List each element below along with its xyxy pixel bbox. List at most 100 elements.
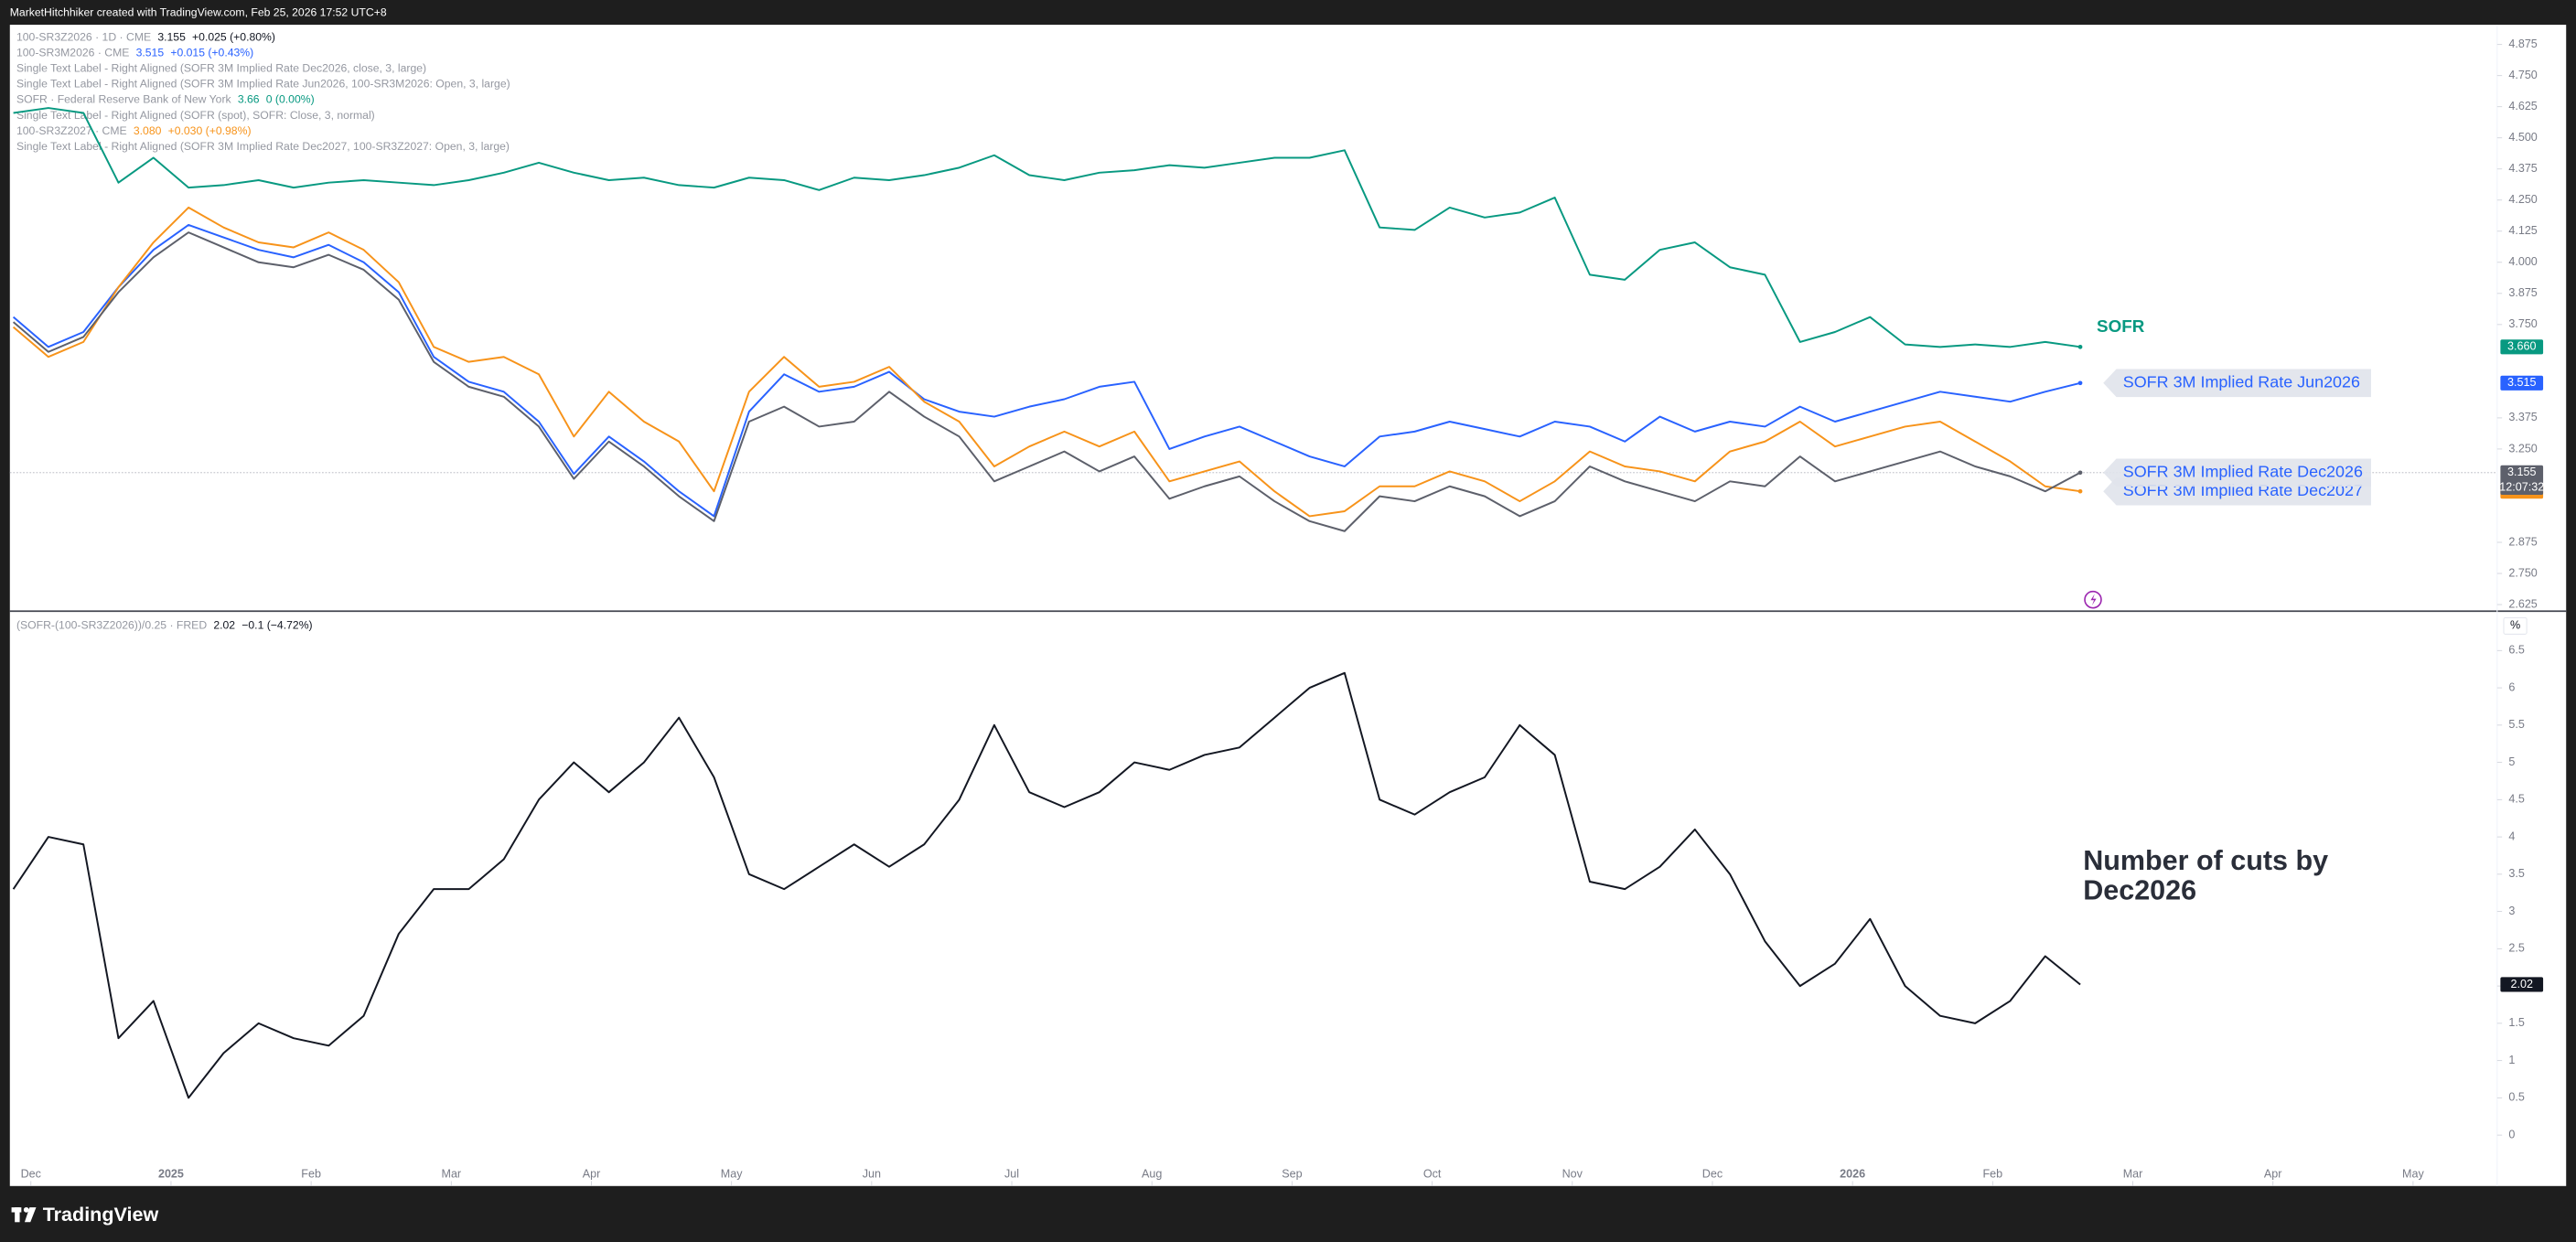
chart-area [9, 25, 2567, 1186]
x-tick-label: Mar [441, 1168, 461, 1181]
price-tag [2500, 375, 2544, 391]
price-tag [2500, 465, 2544, 496]
x-tick-label: Feb [1983, 1168, 2003, 1181]
y-tick-label: 3.750 [2508, 317, 2537, 330]
y-tick-label: 4.000 [2508, 255, 2537, 268]
legend-text: Single Text Label - Right Aligned (SOFR … [16, 109, 375, 122]
y-tick-label: 5 [2508, 755, 2515, 768]
y-tick-label: 4.250 [2508, 193, 2537, 206]
tv-logo [11, 1206, 37, 1223]
legend-change: 0 (0.00%) [266, 93, 315, 106]
last-point [2077, 344, 2083, 349]
x-tick-label: Dec [21, 1168, 41, 1181]
alert-icon[interactable] [2084, 590, 2102, 609]
x-tick-label: Apr [583, 1168, 601, 1181]
unit-label: % [2510, 619, 2520, 632]
y-tick-label: 4.375 [2508, 162, 2537, 175]
logo-part [24, 1207, 37, 1223]
y-tick-label: 4 [2508, 830, 2515, 842]
y-tick-label: 2.625 [2508, 597, 2537, 610]
x-tick-label: Feb [301, 1168, 321, 1181]
last-point [2077, 488, 2083, 494]
y-tick-label: 3.250 [2508, 442, 2537, 455]
legend-line: 100-SR3M2026 · CME 3.515 +0.015 (+0.43%) [16, 47, 253, 59]
last-point [2077, 380, 2083, 386]
legend-line: 100-SR3Z2027 · CME 3.080 +0.030 (+0.98%) [16, 124, 252, 137]
legend-line: (SOFR-(100-SR3Z2026))/0.25 · FRED 2.02 −0.… [16, 619, 313, 632]
y-tick-label: 3.375 [2508, 411, 2537, 423]
x-tick-label: 2026 [1840, 1168, 1865, 1181]
price-tag-label: 2.02 [2511, 978, 2533, 990]
legend-line: 100-SR3Z2026 · 1D · CME 3.155 +0.025 (+0.8… [16, 31, 275, 44]
series-label-box [2103, 458, 2371, 487]
y-tick-label: 2.5 [2508, 942, 2524, 955]
legend-text: 100-SR3M2026 · CME [16, 47, 129, 59]
legend-text: SOFR · Federal Reserve Bank of New York [16, 93, 232, 106]
y-tick-label: 3.875 [2508, 286, 2537, 299]
price-tag [2500, 339, 2544, 355]
price-tag [2500, 977, 2544, 992]
alert-icon-bolt [2090, 594, 2097, 605]
x-tick-label: May [2402, 1168, 2424, 1181]
price-tag-label: 3.155 [2507, 466, 2536, 478]
x-tick-label: Dec [1702, 1168, 1723, 1181]
legend-text: (SOFR-(100-SR3Z2026))/0.25 · FRED [16, 619, 207, 632]
y-tick-label: 5.5 [2508, 718, 2524, 731]
legend-line: SOFR · Federal Reserve Bank of New York 3… [16, 93, 315, 106]
series-label-box [2103, 369, 2371, 398]
brand: TradingView [43, 1203, 159, 1226]
legend-text: 100-SR3Z2026 · 1D · CME [16, 31, 151, 44]
x-tick-label: 2025 [158, 1168, 184, 1181]
y-tick-label: 2.875 [2508, 535, 2537, 548]
legend-line: Single Text Label - Right Aligned (SOFR … [16, 78, 510, 91]
series-line [12, 231, 2081, 532]
y-tick-label: 4.875 [2508, 37, 2537, 50]
x-tick-label: Jun [863, 1168, 881, 1181]
y-tick-label: 4.5 [2508, 793, 2524, 806]
countdown: 12:07:32 [2499, 480, 2544, 493]
series-label: SOFR 3M Implied Rate Dec2026 [2123, 463, 2363, 481]
y-tick-label: 1.5 [2508, 1016, 2524, 1029]
legend-line: Single Text Label - Right Aligned (SOFR … [16, 140, 510, 153]
series-label: SOFR [2097, 316, 2145, 336]
unit-box [2503, 616, 2528, 635]
price-tag-label: 3.660 [2507, 340, 2536, 353]
y-tick-label: 0 [2508, 1128, 2515, 1140]
y-tick-label: 4.750 [2508, 69, 2537, 81]
series-label: SOFR 3M Implied Rate Jun2026 [2123, 373, 2360, 391]
y-tick-label: 6 [2508, 680, 2515, 693]
y-tick-label: 1 [2508, 1054, 2515, 1066]
x-tick-label: Apr [2264, 1168, 2282, 1181]
y-tick-label: 6.5 [2508, 644, 2524, 657]
legend-value: 3.66 [238, 93, 260, 106]
legend-change: +0.015 (+0.43%) [170, 47, 253, 59]
x-tick-label: Nov [1562, 1168, 1583, 1181]
legend-change: −0.1 (−4.72%) [242, 619, 312, 632]
x-tick-label: Jul [1004, 1168, 1019, 1181]
legend-text: 100-SR3Z2027 · CME [16, 124, 127, 137]
legend-text: Single Text Label - Right Aligned (SOFR … [16, 78, 510, 91]
x-tick-label: Mar [2123, 1168, 2143, 1181]
y-tick-label: 3 [2508, 905, 2515, 917]
series-line [12, 671, 2081, 1099]
logo-part [23, 1206, 29, 1213]
series-line [12, 223, 2081, 518]
y-tick-label: 4.625 [2508, 100, 2537, 112]
legend-line: Single Text Label - Right Aligned (SOFR … [16, 62, 426, 75]
annotation: Dec2026 [2083, 874, 2196, 905]
series-line [13, 107, 2081, 348]
series-line [12, 206, 2081, 518]
legend-change: +0.030 (+0.98%) [168, 124, 252, 137]
legend-value: 3.155 [157, 31, 186, 44]
price-tag-label: 3.515 [2507, 376, 2536, 389]
annotation: Number of cuts by [2083, 845, 2328, 876]
legend-value: 2.02 [213, 619, 235, 632]
credit: MarketHitchhiker created with TradingVie… [10, 6, 387, 19]
legend-text: Single Text Label - Right Aligned (SOFR … [16, 140, 510, 153]
legend-value: 3.515 [136, 47, 165, 59]
x-tick-label: Aug [1142, 1168, 1162, 1181]
y-tick-label: 2.750 [2508, 566, 2537, 579]
y-tick-label: 3.5 [2508, 867, 2524, 880]
